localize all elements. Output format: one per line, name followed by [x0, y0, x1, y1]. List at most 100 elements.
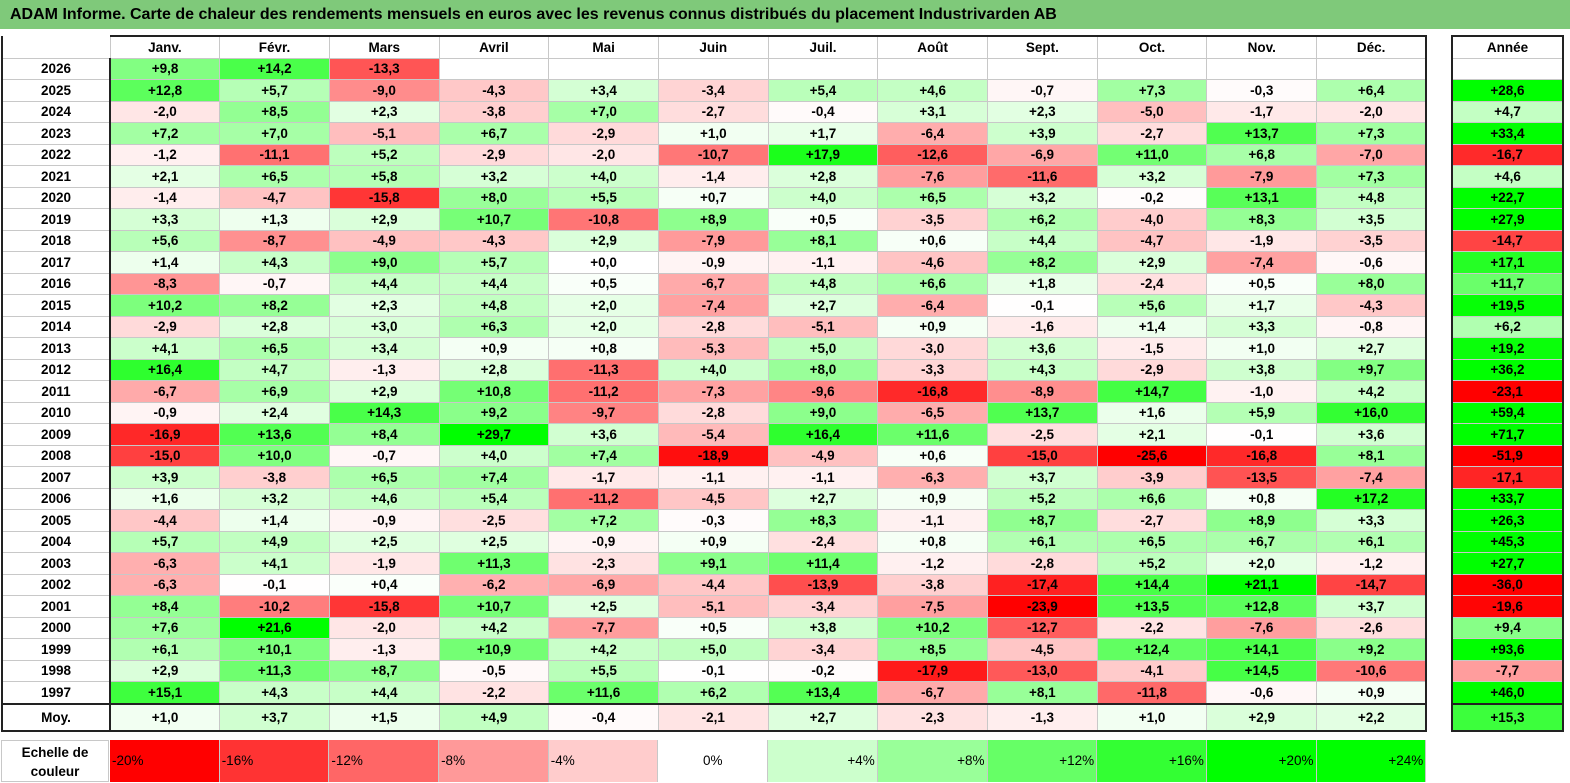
year-total-row: +93,6	[1451, 638, 1564, 661]
heatmap-cell: +2,7	[767, 487, 879, 510]
heatmap-cell: +8,2	[987, 251, 1098, 274]
year-total-row: +46,0	[1451, 681, 1564, 704]
row-label: 2003	[1, 552, 111, 575]
heatmap-cell: -0,7	[219, 272, 330, 295]
heatmap-cell: -3,8	[219, 466, 330, 489]
heatmap-cell: +13,6	[219, 423, 330, 446]
heatmap-cell: +0,9	[877, 487, 988, 510]
color-scale-step: -20%	[110, 740, 220, 782]
year-row: 1998 +2,9 +11,3 +8,7 -0,5 +5,5 -0,1 -0,2 -17,9 -1…	[1, 659, 1428, 682]
heatmap-cell: +5,6	[109, 229, 221, 252]
heatmap-cell: +3,2	[219, 487, 330, 510]
year-row: 2026 +9,8 +14,2 -13,3	[1, 57, 1428, 80]
heatmap-cell: -1,4	[109, 186, 221, 209]
heatmap-cell: -0,7	[987, 79, 1098, 102]
heatmap-cell: -17,4	[987, 573, 1098, 596]
heatmap-cell: +3,3	[1316, 509, 1428, 532]
heatmap-cell: +4,3	[219, 681, 330, 704]
heatmap-cell: +15,1	[109, 681, 221, 704]
heatmap-cell: +10,9	[438, 638, 550, 661]
heatmap-cell: -1,2	[877, 552, 988, 575]
year-total-cell: +15,3	[1451, 702, 1564, 732]
heatmap-cell: -1,0	[1206, 380, 1318, 403]
year-row: 2004 +5,7 +4,9 +2,5 +2,5 -0,9 +0,9 -2,4 +0,8 +6,1…	[1, 530, 1428, 553]
heatmap-cell: -1,2	[1316, 552, 1428, 575]
year-total-cell: -36,0	[1451, 573, 1564, 596]
heatmap-cell: -12,7	[987, 616, 1098, 639]
heatmap-cell: -16,9	[109, 423, 221, 446]
heatmap-cell: +6,6	[1096, 487, 1208, 510]
year-total-cell: +59,4	[1451, 401, 1564, 424]
heatmap-cell: +0,5	[657, 616, 769, 639]
year-row: 2008 -15,0 +10,0 -0,7 +4,0 +7,4 -18,9 -4,9 +0,6-…	[1, 444, 1428, 467]
heatmap-cell: -9,6	[767, 380, 879, 403]
heatmap-cell: +7,3	[1316, 165, 1428, 188]
year-row: 2000 +7,6 +21,6 -2,0 +4,2 -7,7 +0,5 +3,8 +10,2 -1…	[1, 616, 1428, 639]
heatmap-cell: +5,4	[438, 487, 550, 510]
heatmap-cell: -0,7	[328, 444, 440, 467]
heatmap-cell: -2,5	[987, 423, 1098, 446]
heatmap-cell: +1,0	[1096, 702, 1208, 732]
year-row: 2024 -2,0 +8,5 +2,3 -3,8 +7,0 -2,7 -0,4 +3,1 +2,3…	[1, 100, 1428, 123]
heatmap-cell	[1206, 57, 1318, 80]
heatmap-cell: +13,4	[767, 681, 879, 704]
heatmap-cell: +2,9	[548, 229, 659, 252]
heatmap-cell: +13,1	[1206, 186, 1318, 209]
color-scale-step: -16%	[219, 740, 330, 782]
year-total-row: +26,3	[1451, 509, 1564, 532]
heatmap-cell: +7,3	[1096, 79, 1208, 102]
color-scale-label: Echelle de couleur	[1, 740, 109, 782]
heatmap-cell: -11,3	[548, 358, 659, 381]
heatmap-cell: -14,7	[1316, 573, 1428, 596]
heatmap-cell	[657, 57, 769, 80]
heatmap-cell: +0,5	[767, 208, 879, 231]
row-label: 1997	[1, 681, 111, 704]
year-total-cell: +71,7	[1451, 423, 1564, 446]
heatmap-cell: -2,8	[657, 401, 769, 424]
heatmap-cell: +0,6	[877, 229, 988, 252]
heatmap-cell: -0,9	[548, 530, 659, 553]
row-label: 2007	[1, 466, 111, 489]
year-column-header: Année	[1451, 35, 1564, 59]
heatmap-cell: +2,7	[767, 294, 879, 317]
heatmap-cell: +14,5	[1206, 659, 1318, 682]
chart-title: ADAM Informe. Carte de chaleur des rende…	[0, 0, 1570, 29]
heatmap-cell: +4,0	[767, 186, 879, 209]
heatmap-cell: +5,7	[438, 251, 550, 274]
year-total-cell: +45,3	[1451, 530, 1564, 553]
heatmap-cell: +11,6	[548, 681, 659, 704]
heatmap-cell: +5,2	[1096, 552, 1208, 575]
row-label: 2006	[1, 487, 111, 510]
heatmap-cell: -3,8	[438, 100, 550, 123]
heatmap-cell: -1,1	[767, 466, 879, 489]
heatmap-cell: -5,1	[328, 122, 440, 145]
year-row: 2025 +12,8 +5,7 -9,0 -4,3 +3,4 -3,4 +5,4 +4,6 -0,…	[1, 79, 1428, 102]
heatmap-cell: +0,8	[548, 337, 659, 360]
heatmap-cell: -4,3	[438, 79, 550, 102]
heatmap-cell: +1,0	[1206, 337, 1318, 360]
heatmap-cell: +17,9	[767, 143, 879, 166]
heatmap-cell: +2,9	[109, 659, 221, 682]
heatmap-cell: +5,7	[109, 530, 221, 553]
heatmap-cell: +3,6	[548, 423, 659, 446]
heatmap-cell: -3,5	[877, 208, 988, 231]
heatmap-cell: +1,5	[328, 702, 440, 732]
heatmap-cell: +8,5	[877, 638, 988, 661]
heatmap-cell: +10,1	[219, 638, 330, 661]
heatmap-cell: +4,6	[877, 79, 988, 102]
heatmap-cell: -4,6	[877, 251, 988, 274]
year-row: 2014 -2,9 +2,8 +3,0 +6,3 +2,0 -2,8 -5,1 +0,9 -1,6…	[1, 315, 1428, 338]
heatmap-cell: -1,1	[657, 466, 769, 489]
heatmap-cell: -11,2	[548, 487, 659, 510]
row-label: 1999	[1, 638, 111, 661]
heatmap-cell: -2,4	[767, 530, 879, 553]
year-row: 2015 +10,2 +8,2 +2,3 +4,8 +2,0 -7,4 +2,7 -6,4 -0,…	[1, 294, 1428, 317]
heatmap-cell: +16,0	[1316, 401, 1428, 424]
year-total-row: +17,1	[1451, 251, 1564, 274]
heatmap-cell: +2,4	[219, 401, 330, 424]
year-header-row: Année	[1451, 35, 1564, 59]
heatmap-cell: +4,9	[438, 702, 550, 732]
heatmap-cell: +2,9	[328, 208, 440, 231]
heatmap-cell	[877, 57, 988, 80]
heatmap-cell: -23,9	[987, 595, 1098, 618]
